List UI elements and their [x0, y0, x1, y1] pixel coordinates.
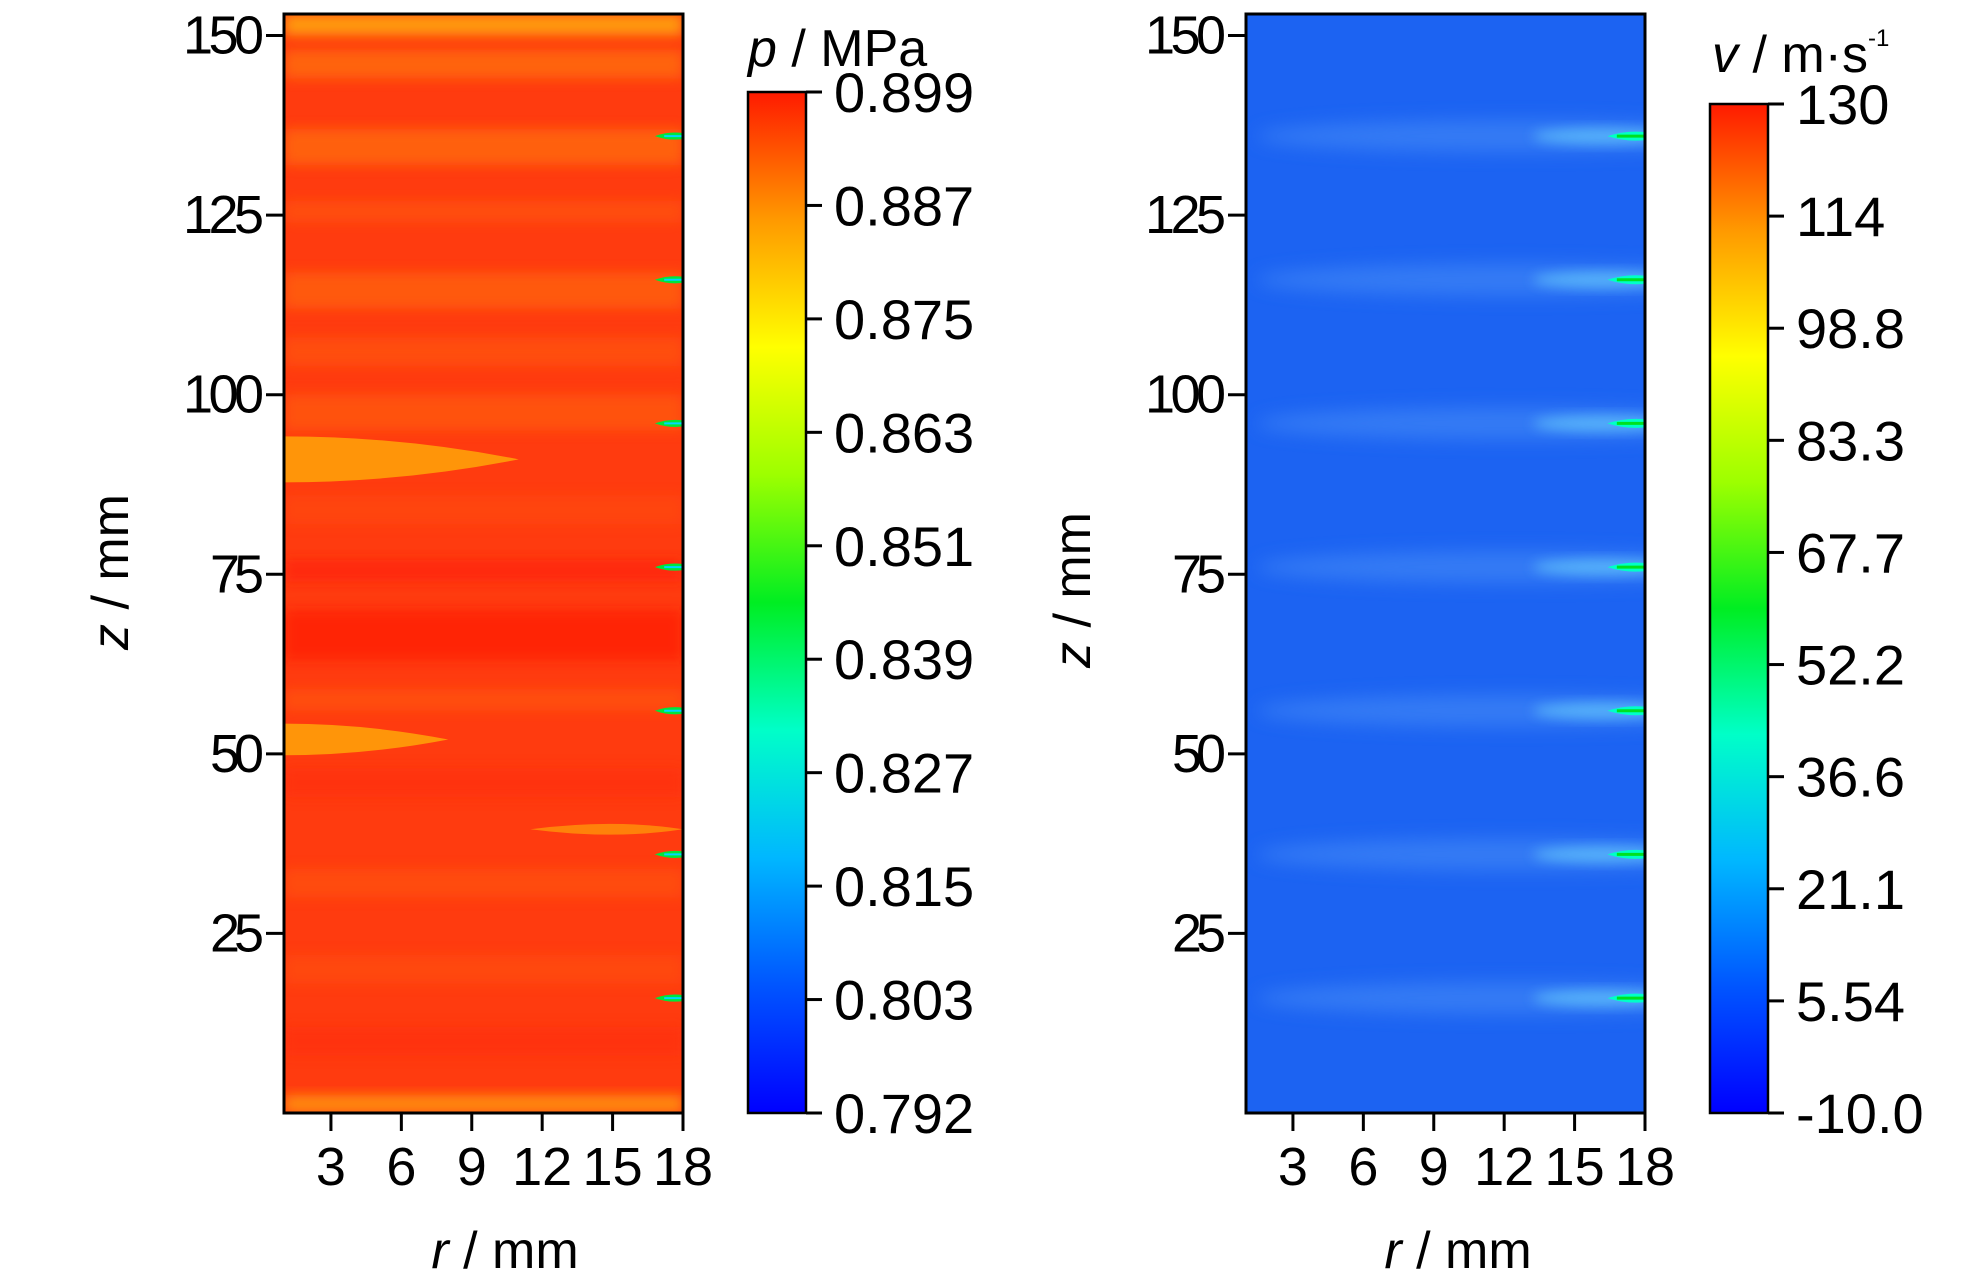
pressure-band: [284, 394, 683, 431]
colorbar-tick-label: 83.3: [1796, 409, 1905, 472]
velocity-plume: [1255, 694, 1645, 727]
pressure-field-stripes: [284, 14, 683, 1113]
y-tick-label: 150: [183, 6, 264, 66]
pressure-band: [284, 559, 683, 582]
colorbar-tick-label: 0.827: [834, 742, 974, 805]
y-tick-label: 25: [210, 903, 264, 963]
velocity-plume-core: [1532, 128, 1645, 145]
colorbar-tick-label: 98.8: [1796, 297, 1905, 360]
pressure-band: [284, 1095, 683, 1113]
colorbar-tick-label: 0.839: [834, 628, 974, 691]
pressure-colorbar-ticks: 0.899 0.887 0.875 0.863 0.851 0.839 0.827 0.815…: [806, 61, 974, 1145]
velocity-plume-core: [1532, 415, 1645, 432]
velocity-x-axis-ticks: 3 6 9 12 15 18: [1278, 1113, 1675, 1197]
pressure-band: [284, 768, 683, 797]
y-tick-label: 125: [183, 185, 264, 245]
colorbar-tick-label: 52.2: [1796, 634, 1905, 697]
y-tick-label: 150: [1145, 6, 1226, 66]
velocity-plume: [1255, 982, 1645, 1015]
pressure-band: [284, 868, 683, 898]
y-tick-label: 75: [1172, 544, 1226, 604]
velocity-plume-core: [1532, 702, 1645, 719]
velocity-y-axis-ticks: 25 50 75 100 125 150: [1145, 6, 1246, 963]
pressure-band: [284, 689, 683, 711]
x-tick-label: 6: [1348, 1137, 1378, 1197]
colorbar-tick-label: 0.875: [834, 288, 974, 351]
pressure-x-axis-label: r / mm: [431, 1222, 578, 1276]
x-tick-label: 18: [1615, 1137, 1675, 1197]
colorbar-tick-label: 0.815: [834, 855, 974, 918]
y-tick-label: 100: [1145, 365, 1226, 425]
pressure-y-axis-label: z / mm: [82, 494, 140, 651]
pressure-band: [284, 495, 683, 524]
pressure-band: [284, 272, 683, 309]
velocity-plume: [1255, 838, 1645, 871]
velocity-plume-core: [1532, 846, 1645, 863]
colorbar-tick-label: 0.887: [834, 174, 974, 237]
pressure-band: [284, 1026, 683, 1056]
velocity-colorbar-title: v / m·s-1: [1712, 25, 1889, 84]
x-tick-label: 6: [386, 1137, 416, 1197]
pressure-x-axis-ticks: 3 6 9 12 15 18: [316, 1113, 713, 1197]
velocity-colorbar-ticks: 130 114 98.8 83.3 67.7 52.2 36.6 21.1 5.54 -10.0: [1768, 73, 1924, 1145]
velocity-plume: [1255, 120, 1645, 153]
velocity-x-axis-label: r / mm: [1384, 1222, 1531, 1276]
colorbar-tick-label: -10.0: [1796, 1082, 1924, 1145]
colorbar-tick-label: 0.792: [834, 1082, 974, 1145]
x-tick-label: 15: [583, 1137, 643, 1197]
colorbar-tick-label: 0.899: [834, 61, 974, 124]
colorbar-tick-label: 0.803: [834, 969, 974, 1032]
pressure-colorbar-title: p / MPa: [746, 20, 927, 78]
pressure-band: [284, 128, 683, 165]
colorbar-tick-label: 0.863: [834, 401, 974, 464]
x-tick-label: 9: [1419, 1137, 1449, 1197]
pressure-band: [284, 200, 683, 223]
pressure-colorbar: [746, 90, 808, 1115]
velocity-plume: [1255, 407, 1645, 440]
pressure-band: [284, 14, 683, 36]
x-tick-label: 3: [1278, 1137, 1308, 1197]
pressure-y-axis-ticks: 25 50 75 100 125 150: [183, 6, 284, 963]
y-tick-label: 75: [210, 544, 264, 604]
colorbar-tick-label: 36.6: [1796, 746, 1905, 809]
y-tick-label: 25: [1172, 903, 1226, 963]
velocity-plume-core: [1532, 271, 1645, 288]
x-tick-label: 15: [1545, 1137, 1605, 1197]
colorbar-tick-label: 5.54: [1796, 970, 1905, 1033]
y-tick-label: 125: [1145, 185, 1226, 245]
pressure-band: [284, 337, 683, 366]
pressure-jet-markers: [654, 132, 683, 1002]
colorbar-tick-label: 0.851: [834, 515, 974, 578]
colorbar-tick-label: 67.7: [1796, 521, 1905, 584]
pressure-band: [284, 49, 683, 79]
velocity-plume: [1255, 551, 1645, 584]
velocity-jet-plumes: [1255, 120, 1645, 1015]
velocity-y-axis-label: z / mm: [1044, 512, 1102, 669]
colorbar-tick-label: 114: [1796, 185, 1885, 248]
x-tick-label: 12: [512, 1137, 572, 1197]
x-tick-label: 9: [457, 1137, 487, 1197]
x-tick-label: 12: [1474, 1137, 1534, 1197]
pressure-band: [284, 954, 683, 984]
pressure-plot-frame: [282, 12, 685, 1115]
x-tick-label: 3: [316, 1137, 346, 1197]
pressure-tongue: [530, 823, 683, 835]
colorbar-tick-label: 130: [1796, 73, 1889, 136]
y-tick-label: 100: [183, 365, 264, 425]
velocity-plume: [1255, 263, 1645, 296]
pressure-tongue: [284, 436, 519, 483]
velocity-plume-core: [1532, 990, 1645, 1007]
colorbar-tick-label: 21.1: [1796, 858, 1905, 921]
y-tick-label: 50: [1172, 724, 1226, 784]
velocity-plot-frame: [1244, 12, 1647, 1115]
y-tick-label: 50: [210, 724, 264, 784]
pressure-tongue: [284, 723, 449, 756]
pressure-band: [284, 610, 683, 661]
velocity-colorbar: [1708, 102, 1770, 1115]
velocity-plume-core: [1532, 559, 1645, 576]
x-tick-label: 18: [653, 1137, 713, 1197]
